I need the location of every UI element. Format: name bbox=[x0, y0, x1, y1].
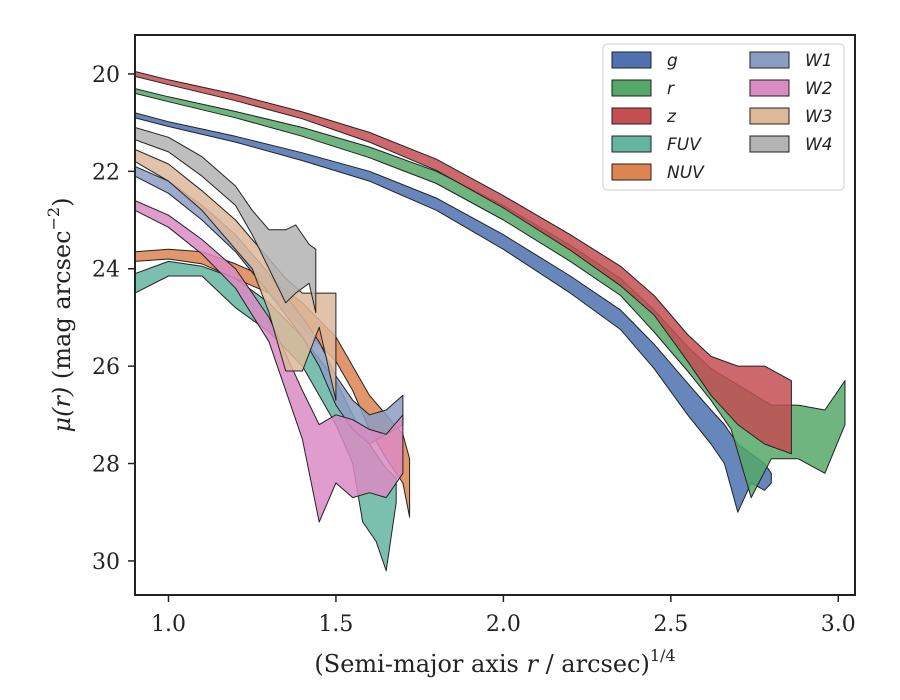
band-w2 bbox=[135, 200, 404, 523]
x-tick-label: 1.0 bbox=[151, 612, 186, 637]
x-axis-label-tail: / arcsec) bbox=[538, 650, 650, 678]
plot-frame bbox=[134, 34, 856, 596]
legend: grz FUV NUV W1 W2 W3 W4 bbox=[602, 43, 845, 191]
y-tick-label: 30 bbox=[92, 550, 120, 575]
legend-label-w1: W1 bbox=[805, 51, 833, 71]
legend-label-w3: W3 bbox=[805, 107, 833, 127]
x-axis-label-var: r bbox=[526, 650, 539, 678]
y-tick-label: 28 bbox=[92, 453, 120, 478]
legend-swatch-w1 bbox=[749, 51, 790, 69]
legend-swatch-z bbox=[611, 107, 652, 125]
band-g bbox=[135, 112, 772, 513]
legend-label-w2: W2 bbox=[805, 79, 833, 99]
series-bands bbox=[135, 71, 846, 572]
x-axis-label-main: (Semi-major axis bbox=[314, 650, 526, 678]
x-tick-label: 1.5 bbox=[318, 612, 353, 637]
y-axis-label-var: μ(r) bbox=[48, 387, 76, 433]
legend-swatch-w4 bbox=[749, 135, 790, 153]
x-axis-ticks: 1.0 1.5 2.0 2.5 3.0 bbox=[151, 595, 856, 637]
legend-swatch-g bbox=[611, 51, 652, 69]
legend-swatch-r bbox=[611, 79, 652, 97]
y-tick-label: 26 bbox=[92, 355, 120, 380]
y-axis-label: μ(r) (mag arcsec−2) bbox=[44, 198, 76, 433]
legend-label-g: g bbox=[667, 51, 678, 71]
legend-swatch-w3 bbox=[749, 107, 790, 125]
legend-label-z: z bbox=[666, 107, 677, 127]
legend-label-r: r bbox=[667, 79, 675, 99]
y-axis-label-close: ) bbox=[48, 198, 76, 207]
y-tick-label: 22 bbox=[92, 160, 120, 185]
band-z bbox=[135, 71, 792, 455]
x-tick-label: 2.5 bbox=[653, 612, 688, 637]
x-tick-label: 3.0 bbox=[821, 612, 856, 637]
legend-swatch-fuv bbox=[611, 135, 652, 153]
legend-swatch-w2 bbox=[749, 79, 790, 97]
legend-swatch-nuv bbox=[611, 163, 652, 181]
x-tick-label: 2.0 bbox=[486, 612, 521, 637]
y-axis-ticks: 20 22 24 26 28 30 bbox=[92, 63, 135, 575]
legend-label-w4: W4 bbox=[805, 135, 833, 155]
y-tick-label: 20 bbox=[92, 63, 120, 88]
x-axis-label: (Semi-major axis r / arcsec)1/4 bbox=[314, 646, 675, 678]
band-w3 bbox=[135, 148, 337, 401]
legend-label-nuv: NUV bbox=[667, 163, 705, 183]
y-axis-label-sup: −2 bbox=[44, 207, 63, 231]
y-tick-label: 24 bbox=[92, 258, 120, 283]
band-w4 bbox=[135, 127, 317, 314]
y-axis-label-tail: (mag arcsec bbox=[48, 230, 76, 386]
x-axis-label-sup: 1/4 bbox=[650, 646, 676, 665]
legend-label-fuv: FUV bbox=[667, 135, 702, 155]
